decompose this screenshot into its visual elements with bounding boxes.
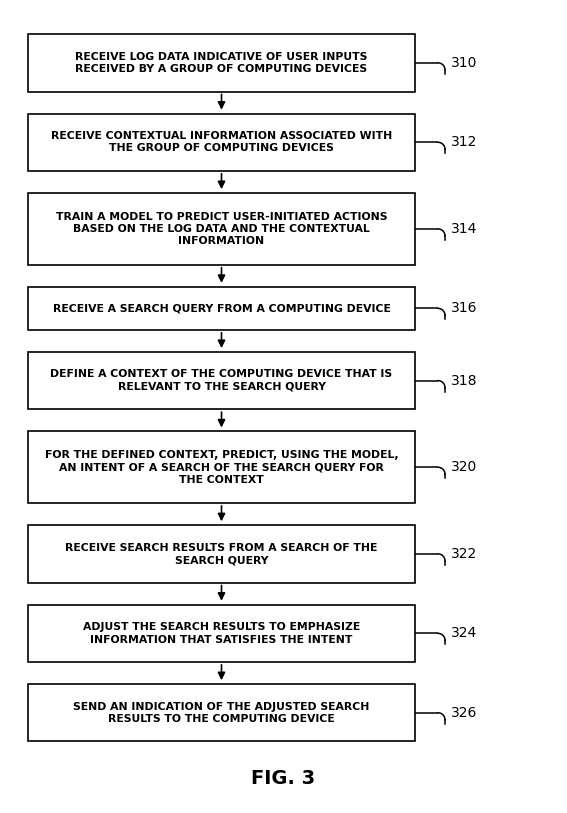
Text: 318: 318 [451, 374, 477, 388]
Text: 314: 314 [451, 222, 477, 236]
Text: FOR THE DEFINED CONTEXT, PREDICT, USING THE MODEL,
AN INTENT OF A SEARCH OF THE : FOR THE DEFINED CONTEXT, PREDICT, USING … [45, 450, 398, 485]
Bar [28, 287, 415, 330]
Text: RECEIVE A SEARCH QUERY FROM A COMPUTING DEVICE: RECEIVE A SEARCH QUERY FROM A COMPUTING … [53, 303, 391, 313]
Text: RECEIVE SEARCH RESULTS FROM A SEARCH OF THE
SEARCH QUERY: RECEIVE SEARCH RESULTS FROM A SEARCH OF … [65, 542, 378, 565]
Bar [28, 34, 415, 92]
Bar [28, 525, 415, 583]
Text: 310: 310 [451, 56, 477, 70]
Bar [28, 684, 415, 741]
Bar [28, 432, 415, 503]
Text: RECEIVE CONTEXTUAL INFORMATION ASSOCIATED WITH
THE GROUP OF COMPUTING DEVICES: RECEIVE CONTEXTUAL INFORMATION ASSOCIATE… [51, 131, 392, 154]
Text: SEND AN INDICATION OF THE ADJUSTED SEARCH
RESULTS TO THE COMPUTING DEVICE: SEND AN INDICATION OF THE ADJUSTED SEARC… [73, 702, 370, 724]
Text: FIG. 3: FIG. 3 [251, 769, 316, 789]
Text: 322: 322 [451, 547, 477, 561]
Text: TRAIN A MODEL TO PREDICT USER-INITIATED ACTIONS
BASED ON THE LOG DATA AND THE CO: TRAIN A MODEL TO PREDICT USER-INITIATED … [56, 211, 387, 246]
Text: DEFINE A CONTEXT OF THE COMPUTING DEVICE THAT IS
RELEVANT TO THE SEARCH QUERY: DEFINE A CONTEXT OF THE COMPUTING DEVICE… [50, 369, 392, 392]
Text: RECEIVE LOG DATA INDICATIVE OF USER INPUTS
RECEIVED BY A GROUP OF COMPUTING DEVI: RECEIVE LOG DATA INDICATIVE OF USER INPU… [75, 52, 367, 74]
Bar [28, 193, 415, 265]
Bar [28, 352, 415, 409]
Bar [28, 114, 415, 171]
Bar [28, 605, 415, 662]
Text: 326: 326 [451, 706, 477, 720]
Text: ADJUST THE SEARCH RESULTS TO EMPHASIZE
INFORMATION THAT SATISFIES THE INTENT: ADJUST THE SEARCH RESULTS TO EMPHASIZE I… [83, 622, 360, 645]
Text: 320: 320 [451, 460, 477, 474]
Text: 324: 324 [451, 626, 477, 641]
Text: 312: 312 [451, 135, 477, 150]
Text: 316: 316 [451, 302, 477, 315]
